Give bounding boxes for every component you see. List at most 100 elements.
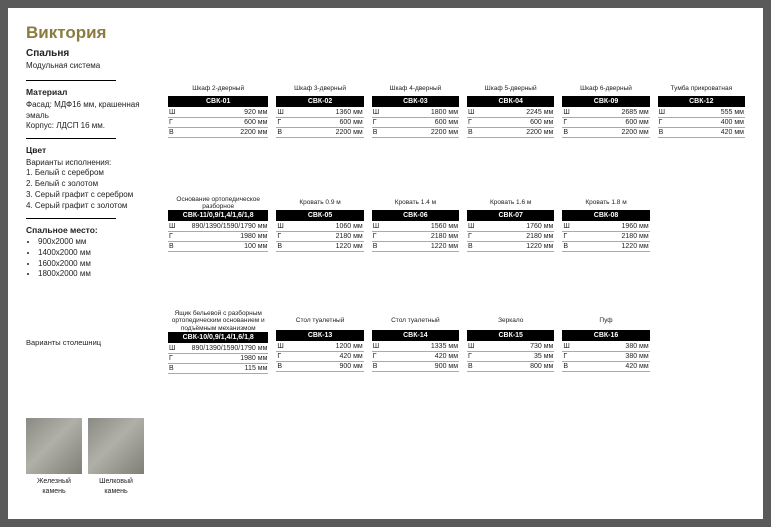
color-variant: 1. Белый с серебром [26,168,156,179]
spec-width: Ш2685 мм [562,108,649,118]
product-name: Стол туалетный [296,310,345,330]
material-text: Фасад: МДФ16 мм, крашенная эмаль Корпус:… [26,100,156,132]
spec-depth: Г600 мм [562,118,649,128]
spec-depth: Г2180 мм [276,232,363,242]
spec-depth: Г1980 мм [168,354,268,364]
spec-height: В420 мм [562,362,649,372]
product-code: СВК-03 [372,96,459,107]
spec-height: В900 мм [372,362,459,372]
spec-depth: Г35 мм [467,352,554,362]
product-code: СВК-06 [372,210,459,221]
swatch: Железный камень [26,418,82,496]
product-code: СВК-02 [276,96,363,107]
product-item: Шкаф 5-дверныйСВК-04Ш2245 ммГ600 ммВ2200… [467,22,554,138]
product-name: Шкаф 3-дверный [294,82,346,96]
product-item: ЗеркалоСВК-15Ш730 ммГ35 ммВ800 мм [467,258,554,373]
product-name: Пуф [599,310,612,330]
spec-height: В2200 мм [276,128,363,138]
swatches: Железный камень Шелковый камень [26,418,156,496]
spec-depth: Г380 мм [562,352,649,362]
product-name: Шкаф 6-дверный [580,82,632,96]
product-code: СВК-08 [562,210,649,221]
color-title: Цвет [26,145,156,156]
bedsize-item: 1400х2000 мм [38,248,156,259]
product-name: Ящик бельевой с разборным ортопедическим… [168,310,268,331]
product-name: Шкаф 5-дверный [485,82,537,96]
swatch: Шелковый камень [88,418,144,496]
swatch-label: Железный камень [26,477,82,496]
spec-height: В420 мм [658,128,745,138]
spec-depth: Г400 мм [658,118,745,128]
product-item: Ящик бельевой с разборным ортопедическим… [168,258,268,373]
product-name: Кровать 1.4 м [395,196,436,210]
product-code: СВК-12 [658,96,745,107]
spec-height: В2200 мм [372,128,459,138]
spec-height: В2200 мм [467,128,554,138]
spec-depth: Г2180 мм [562,232,649,242]
spec-height: В2200 мм [168,128,268,138]
empty-cell [658,144,745,252]
spec-height: В1220 мм [372,242,459,252]
spec-height: В1220 мм [562,242,649,252]
bedsize-title: Спальное место: [26,225,156,236]
spec-height: В900 мм [276,362,363,372]
spec-width: Ш1800 мм [372,108,459,118]
product-code: СВК-15 [467,330,554,341]
product-item: Основание ортопедическое разборноеСВК-11… [168,144,268,252]
bedsize-item: 900х2000 мм [38,237,156,248]
swatch-label: Шелковый камень [88,477,144,496]
product-code: СВК-05 [276,210,363,221]
subtitle2: Модульная система [26,61,156,72]
product-code: СВК-09 [562,96,649,107]
spec-width: Ш890/1390/1590/1790 мм [168,222,268,232]
color-list: 1. Белый с серебром2. Белый с золотом3. … [26,168,156,211]
product-item: Шкаф 3-дверныйСВК-02Ш1360 ммГ600 ммВ2200… [276,22,363,138]
spec-depth: Г600 мм [276,118,363,128]
product-item: Шкаф 2-дверныйСВК-01Ш920 ммГ600 ммВ2200 … [168,22,268,138]
spec-width: Ш555 мм [658,108,745,118]
bedsize-list: 900х2000 мм1400х2000 мм1600х2000 мм1800х… [26,237,156,280]
product-code: СВК-07 [467,210,554,221]
product-item: Шкаф 6-дверныйСВК-09Ш2685 ммГ600 ммВ2200… [562,22,649,138]
product-code: СВК-14 [372,330,459,341]
title: Виктория [26,22,156,45]
swatch-image [88,418,144,474]
product-code: СВК-13 [276,330,363,341]
product-item: Стол туалетныйСВК-13Ш1200 ммГ420 ммВ900 … [276,258,363,373]
product-name: Стол туалетный [391,310,440,330]
spec-height: В115 мм [168,364,268,374]
material-title: Материал [26,87,156,98]
product-name: Кровать 0.9 м [299,196,340,210]
spec-height: В800 мм [467,362,554,372]
product-name: Шкаф 2-дверный [192,82,244,96]
swatch-caption: Варианты столешниц [26,338,156,348]
product-item: Стол туалетныйСВК-14Ш1335 ммГ420 ммВ900 … [372,258,459,373]
divider [26,218,116,219]
spec-depth: Г600 мм [168,118,268,128]
spec-width: Ш1560 мм [372,222,459,232]
product-item: Тумба прикроватнаяСВК-12Ш555 ммГ400 ммВ4… [658,22,745,138]
spec-height: В1220 мм [467,242,554,252]
spec-width: Ш920 мм [168,108,268,118]
product-name: Тумба прикроватная [671,82,733,96]
spec-depth: Г2180 мм [372,232,459,242]
spec-depth: Г420 мм [276,352,363,362]
product-name: Зеркало [498,310,523,330]
spec-depth: Г600 мм [372,118,459,128]
product-code: СВК-16 [562,330,649,341]
spec-width: Ш890/1390/1590/1790 мм [168,344,268,354]
swatch-image [26,418,82,474]
spec-depth: Г420 мм [372,352,459,362]
color-variant: 2. Белый с золотом [26,179,156,190]
product-grid: Шкаф 2-дверныйСВК-01Ш920 ммГ600 ммВ2200 … [168,22,745,505]
color-subtitle: Варианты исполнения: [26,158,156,169]
spec-width: Ш1200 мм [276,342,363,352]
product-name: Кровать 1.6 м [490,196,531,210]
product-item: Шкаф 4-дверныйСВК-03Ш1800 ммГ600 ммВ2200… [372,22,459,138]
spec-width: Ш2245 мм [467,108,554,118]
product-name: Кровать 1.8 м [585,196,626,210]
spec-width: Ш1760 мм [467,222,554,232]
spec-width: Ш1060 мм [276,222,363,232]
spec-height: В1220 мм [276,242,363,252]
spec-width: Ш730 мм [467,342,554,352]
